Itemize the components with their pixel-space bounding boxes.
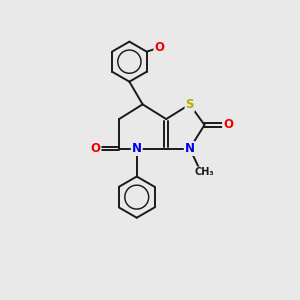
- Text: O: O: [223, 118, 233, 131]
- Text: N: N: [185, 142, 195, 155]
- Text: O: O: [154, 41, 164, 54]
- Text: N: N: [132, 142, 142, 155]
- Text: O: O: [91, 142, 100, 155]
- Text: S: S: [185, 98, 194, 111]
- Text: CH₃: CH₃: [194, 167, 214, 177]
